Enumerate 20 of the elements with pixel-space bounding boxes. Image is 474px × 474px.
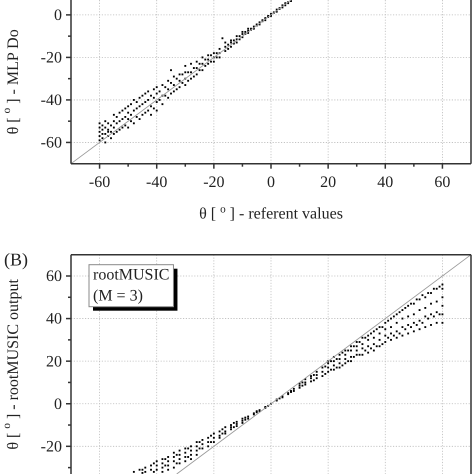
x-tick-label: -60 [88, 174, 110, 192]
chart-title: (B) [4, 250, 28, 270]
y-tick-label: -60 [40, 134, 62, 152]
x-tick-label: 0 [267, 174, 275, 192]
x-tick-label: 20 [320, 174, 336, 192]
x-axis-title: θ [ $^{o}$ ] - referent values [199, 204, 343, 223]
x-tick-label: -40 [146, 174, 168, 192]
y-tick-label: 60 [46, 268, 62, 286]
y-tick-label: 20 [46, 353, 62, 370]
y-tick-label: 0 [54, 7, 62, 24]
annotation: (M = 3) [93, 288, 143, 305]
x-tick-label: 60 [434, 174, 450, 192]
y-tick-label: -20 [40, 50, 62, 67]
x-tick-label: 40 [377, 174, 394, 192]
y-tick-label: -40 [40, 92, 62, 110]
y-tick-label: 0 [54, 396, 62, 413]
annotation: rootMUSIC [93, 266, 170, 284]
y-tick-label: -20 [40, 438, 62, 456]
x-tick-label: -20 [203, 174, 225, 192]
y-tick-label: 40 [46, 310, 62, 328]
